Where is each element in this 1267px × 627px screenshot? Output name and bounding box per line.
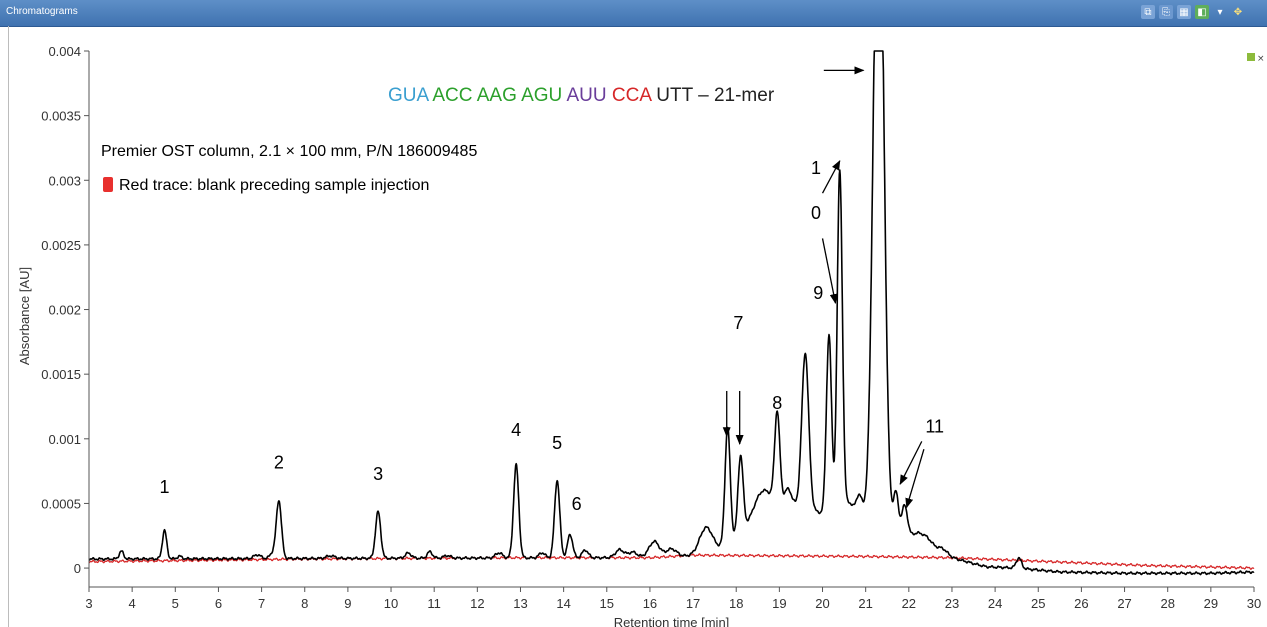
x-tick-label: 17 xyxy=(686,596,700,611)
y-tick-label: 0.002 xyxy=(48,303,81,318)
annotation-arrow xyxy=(899,441,923,485)
x-tick-label: 28 xyxy=(1160,596,1174,611)
sequence-segment: AAG xyxy=(477,85,521,106)
sequence-label: GUA ACC AAG AGU AUU CCA UTT – 21-mer xyxy=(388,85,775,106)
y-tick-label: 0 xyxy=(74,561,81,576)
chromatogram-plot: 0 0.0005 0.001 0.0015 0.002 0.0025 0.003 0.0035… xyxy=(8,26,1265,627)
close-icon[interactable]: × xyxy=(1257,54,1265,64)
sequence-segment: AUU xyxy=(566,85,611,106)
x-tick-label: 30 xyxy=(1247,596,1261,611)
x-tick-label: 23 xyxy=(945,596,959,611)
blank-trace-line xyxy=(88,553,1255,570)
column-info-text: Premier OST column, 2.1 × 100 mm, P/N 18… xyxy=(101,143,477,160)
x-tick-label: 26 xyxy=(1074,596,1088,611)
x-tick-label: 8 xyxy=(301,596,308,611)
peak-label: 1 xyxy=(160,477,170,497)
plot-left-border xyxy=(8,26,9,627)
x-tick-label: 13 xyxy=(513,596,527,611)
series-layer xyxy=(88,50,1255,576)
red-trace-legend-swatch xyxy=(103,177,113,192)
peak-label: 9 xyxy=(813,283,823,303)
layers-icon[interactable]: ◧ xyxy=(1195,5,1209,19)
window-titlebar: Chromatograms ⧉ ⎘ ▦ ◧ ▾ ✥ xyxy=(0,0,1267,27)
sequence-segment: UTT – 21-mer xyxy=(656,85,775,106)
x-tick-label: 5 xyxy=(172,596,179,611)
peak-label: 2 xyxy=(274,453,284,473)
x-tick-label: 15 xyxy=(600,596,614,611)
peak-label: 8 xyxy=(772,393,782,413)
annotation-arrow xyxy=(821,238,838,305)
red-trace-note-text: Red trace: blank preceding sample inject… xyxy=(119,177,429,194)
copy-icon[interactable]: ⧉ xyxy=(1141,5,1155,19)
annotation-arrow xyxy=(905,448,925,509)
y-tick-label: 0.001 xyxy=(48,432,81,447)
x-tick-label: 6 xyxy=(215,596,222,611)
x-tick-label: 7 xyxy=(258,596,265,611)
y-tick-label: 0.0005 xyxy=(41,496,81,511)
x-tick-label: 11 xyxy=(427,596,441,611)
x-axis-title: Retention time [min] xyxy=(614,615,730,627)
peak-label: 6 xyxy=(572,494,582,514)
restore-icon[interactable] xyxy=(1247,53,1255,61)
sample-trace-line xyxy=(88,50,1255,576)
x-tick-label: 3 xyxy=(85,596,92,611)
x-tick-label: 14 xyxy=(556,596,570,611)
peak-label: 4 xyxy=(511,420,521,440)
x-tick-label: 4 xyxy=(129,596,136,611)
y-tick-label: 0.0035 xyxy=(41,109,81,124)
y-tick-label: 0.003 xyxy=(48,173,81,188)
peak-label: 0 xyxy=(811,203,821,223)
x-tick-label: 12 xyxy=(470,596,484,611)
peak-label: 3 xyxy=(373,464,383,484)
peak-label: 5 xyxy=(552,433,562,453)
x-tick-label: 18 xyxy=(729,596,743,611)
y-tick-label: 0.0015 xyxy=(41,367,81,382)
x-tick-label: 20 xyxy=(815,596,829,611)
peak-label: 1 xyxy=(811,158,821,178)
x-tick-label: 10 xyxy=(384,596,398,611)
axes-layer: 0 0.0005 0.001 0.0015 0.002 0.0025 0.003 0.0035… xyxy=(41,44,1261,611)
x-tick-label: 22 xyxy=(902,596,916,611)
x-tick-label: 9 xyxy=(344,596,351,611)
x-tick-label: 25 xyxy=(1031,596,1045,611)
peak-label: 11 xyxy=(925,416,944,436)
pan-icon[interactable]: ✥ xyxy=(1233,6,1243,18)
x-tick-label: 27 xyxy=(1117,596,1131,611)
table-icon[interactable]: ▦ xyxy=(1177,5,1191,19)
window-title: Chromatograms xyxy=(6,6,78,17)
annotation-arrow xyxy=(821,159,841,194)
sequence-segment: CCA xyxy=(612,85,656,106)
x-tick-label: 24 xyxy=(988,596,1002,611)
sequence-segment: ACC xyxy=(432,85,476,106)
y-axis-title: Absorbance [AU] xyxy=(17,267,32,365)
x-tick-label: 19 xyxy=(772,596,786,611)
corner-controls: × xyxy=(1247,53,1265,64)
dropdown-icon[interactable]: ▾ xyxy=(1217,6,1223,18)
x-tick-label: 16 xyxy=(643,596,657,611)
y-tick-label: 0.0025 xyxy=(41,238,81,253)
peak-label: 7 xyxy=(733,313,743,333)
x-tick-label: 29 xyxy=(1204,596,1218,611)
chart-toolbar: ⧉ ⎘ ▦ ◧ ▾ ✥ xyxy=(1141,5,1245,19)
export-icon[interactable]: ⎘ xyxy=(1159,5,1173,19)
sequence-segment: AGU xyxy=(521,85,566,106)
x-tick-label: 21 xyxy=(858,596,872,611)
y-tick-label: 0.004 xyxy=(48,44,81,59)
sequence-segment: GUA xyxy=(388,85,432,106)
